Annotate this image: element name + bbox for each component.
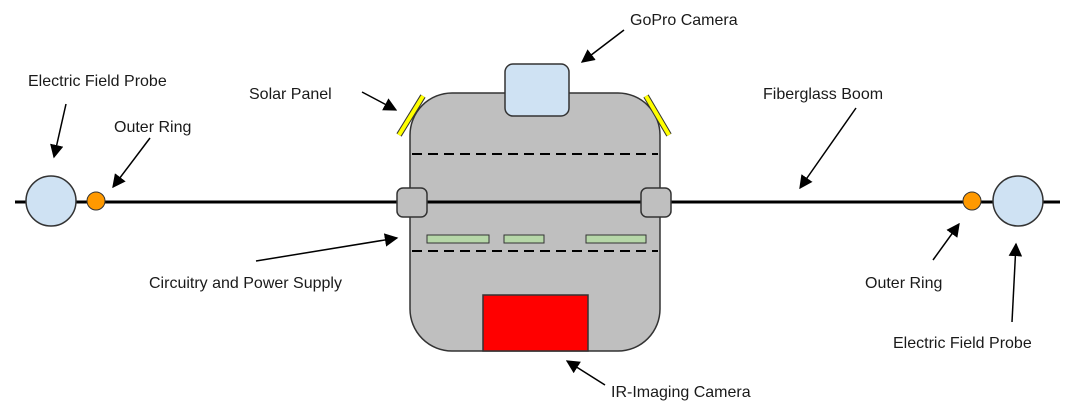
ir-imaging-camera [482,294,589,352]
boom-mount-right [640,187,672,218]
circuit-board-3 [585,234,647,244]
label-outer-ring-left: Outer Ring [114,119,191,136]
arrow-solar-panel [361,91,398,111]
label-circuitry-power-supply: Circuitry and Power Supply [149,275,342,292]
circuit-board-2 [503,234,545,244]
label-electric-field-probe-right: Electric Field Probe [893,335,1032,352]
gopro-camera [504,63,570,117]
arrow-fiberglass-boom [799,107,857,190]
arrow-outer-ring-right [932,222,960,261]
arrow-electric-field-probe-right [1008,242,1023,323]
solar-panel-right-fill [644,94,671,137]
circuit-board-1 [426,234,490,244]
label-gopro-camera: GoPro Camera [630,12,738,29]
label-outer-ring-right: Outer Ring [865,275,942,292]
outer-ring-left [86,191,106,211]
label-electric-field-probe-left: Electric Field Probe [28,73,167,90]
electric-field-probe-left [25,175,77,227]
arrow-ir-imaging-camera [565,360,606,386]
solar-panel-left-fill [397,94,425,137]
arrow-gopro [580,29,625,63]
arrow-outer-ring-left [112,137,151,189]
electric-field-probe-right [992,175,1044,227]
outer-ring-right [962,191,982,211]
label-ir-imaging-camera: IR-Imaging Camera [611,384,751,401]
label-fiberglass-boom: Fiberglass Boom [763,86,883,103]
boom-mount-left [396,187,428,218]
label-solar-panel: Solar Panel [249,86,332,103]
arrow-electric-field-probe-left [50,103,67,159]
arrow-circuitry [255,233,399,262]
